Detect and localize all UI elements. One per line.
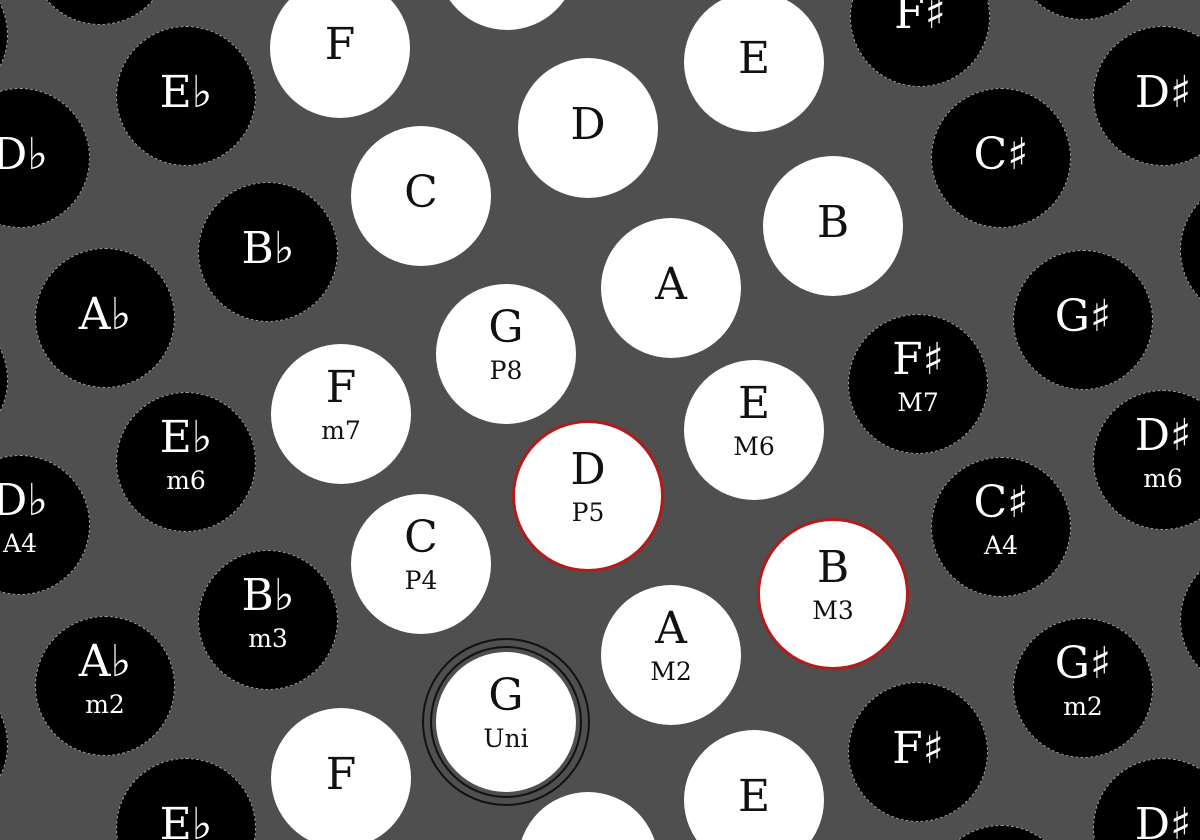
note-key[interactable]: D [518, 792, 658, 840]
note-key[interactable] [1180, 180, 1200, 320]
interval-label: A4 [984, 531, 1018, 560]
note-key[interactable] [1180, 550, 1200, 690]
note-name: E [737, 771, 771, 822]
note-name: B♭ [241, 223, 295, 274]
interval-label: Uni [483, 724, 529, 753]
note-name: D [570, 836, 605, 840]
note-key[interactable]: F♯ [848, 682, 988, 822]
note-name: D♯ [1134, 799, 1192, 840]
note-key[interactable]: B M3 [763, 524, 903, 664]
note-key[interactable]: C♯ [931, 88, 1071, 228]
note-name: D [570, 99, 606, 150]
note-name: B♭ [241, 570, 295, 621]
interval-label: m6 [166, 466, 206, 495]
interval-label: m2 [85, 690, 125, 719]
note-name: F♯ [894, 0, 946, 39]
note-name: A [655, 259, 687, 310]
interval-label: m3 [248, 624, 288, 653]
note-name: E [737, 33, 771, 84]
note-name: F [325, 362, 357, 413]
note-key[interactable] [0, 310, 8, 450]
note-key[interactable]: D [518, 58, 658, 198]
note-key[interactable] [1013, 0, 1153, 20]
interval-label: A4 [3, 529, 37, 558]
note-key[interactable]: E♭ m6 [116, 392, 256, 532]
note-name: E♭ [159, 67, 213, 118]
note-name: G [488, 302, 524, 353]
note-key[interactable]: E [684, 0, 824, 132]
interval-label: m2 [1063, 692, 1103, 721]
note-name: F♯ [892, 334, 944, 385]
note-name: D♯ [1134, 67, 1192, 118]
interval-label: m6 [1143, 464, 1183, 493]
note-key[interactable]: D♭ [0, 88, 90, 228]
note-key[interactable]: A♭ [35, 248, 175, 388]
note-key[interactable]: C P4 [351, 494, 491, 634]
note-key[interactable]: G♯ m2 [1013, 618, 1153, 758]
note-key[interactable]: F [271, 708, 411, 840]
note-name: C [404, 167, 438, 218]
note-name: A [655, 603, 687, 654]
note-key[interactable]: F♯ [850, 0, 990, 87]
note-key[interactable]: F [270, 0, 410, 118]
note-name: B [816, 542, 850, 593]
note-key[interactable]: A [601, 218, 741, 358]
interval-label: M6 [733, 432, 775, 461]
note-key[interactable]: B♭ [198, 182, 338, 322]
note-key[interactable]: G Uni [436, 652, 576, 792]
note-key[interactable]: C♯ A4 [931, 457, 1071, 597]
note-name: F [325, 749, 357, 800]
interval-label: M3 [812, 596, 854, 625]
note-name: E♭ [159, 412, 213, 463]
note-key[interactable] [30, 0, 170, 25]
note-key[interactable]: B♭ m3 [198, 550, 338, 690]
note-key[interactable]: G♯ [1013, 250, 1153, 390]
interval-label: P8 [489, 356, 523, 385]
note-key[interactable]: A M2 [601, 585, 741, 725]
note-key[interactable]: G P8 [436, 284, 576, 424]
note-name: A♭ [78, 289, 132, 340]
note-key[interactable]: F♯ M7 [848, 314, 988, 454]
note-name: D♭ [0, 129, 49, 180]
note-name: D [570, 444, 606, 495]
note-name: G♯ [1054, 638, 1112, 689]
note-name: E [737, 378, 771, 429]
note-key[interactable] [931, 825, 1071, 840]
note-key[interactable]: E M6 [684, 360, 824, 500]
note-name: G [488, 670, 524, 721]
note-name: D♭ [0, 475, 49, 526]
note-key[interactable]: B [763, 156, 903, 296]
note-name: C [404, 512, 438, 563]
note-key[interactable]: E [684, 730, 824, 840]
interval-label: m7 [321, 416, 361, 445]
note-name: C♯ [973, 477, 1029, 528]
note-name: C♯ [973, 129, 1029, 180]
interval-label: M2 [650, 657, 692, 686]
note-key[interactable]: C [351, 126, 491, 266]
note-name: G♯ [1054, 291, 1112, 342]
note-key[interactable]: D♯ m6 [1093, 390, 1200, 530]
interval-label: P5 [571, 498, 605, 527]
note-key[interactable]: E♭ [116, 26, 256, 166]
note-name: B [816, 197, 850, 248]
note-key[interactable] [0, 675, 8, 815]
note-name: F♯ [892, 723, 944, 774]
note-name: E♭ [159, 799, 213, 840]
note-key[interactable] [437, 0, 577, 30]
note-name: F [324, 19, 356, 70]
note-name: A♭ [78, 636, 132, 687]
note-key[interactable]: E♭ [116, 758, 256, 840]
note-key[interactable]: D♯ [1093, 26, 1200, 166]
note-key[interactable]: D P5 [518, 426, 658, 566]
note-key[interactable]: D♭ A4 [0, 455, 90, 595]
interval-label: M7 [897, 388, 939, 417]
note-key[interactable]: D♯ [1093, 758, 1200, 840]
note-key[interactable]: A♭ m2 [35, 616, 175, 756]
note-name: D♯ [1134, 410, 1192, 461]
interval-label: P4 [404, 566, 438, 595]
